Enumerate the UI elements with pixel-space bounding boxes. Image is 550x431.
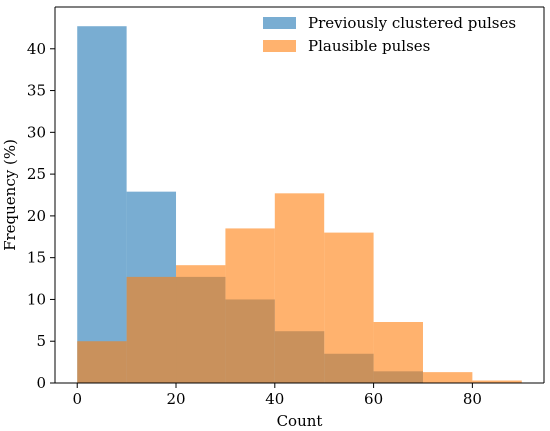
- x-tick-label-80: 80: [463, 390, 482, 408]
- y-axis-label: Frequency (%): [1, 139, 19, 251]
- x-tick-label-0: 0: [72, 390, 82, 408]
- bar-series2-bin-8: [422, 372, 473, 383]
- bar-series1-bin-1: [77, 26, 127, 384]
- y-tick-label-5: 5: [36, 332, 46, 350]
- x-axis-label: Count: [277, 412, 323, 430]
- y-tick-label-30: 30: [27, 123, 46, 141]
- y-tick-label-40: 40: [27, 40, 46, 58]
- bar-series2-bin-3: [176, 265, 226, 383]
- bar-series2-bin-2: [126, 276, 177, 383]
- y-tick-label-20: 20: [27, 207, 46, 225]
- legend-label-1: Previously clustered pulses: [308, 14, 516, 32]
- axes-layer: 0 20 40 60 80 0 5 10 15 20 25 30 35 40 Count Frequency …: [1, 6, 545, 430]
- bar-series2-bin-9: [472, 380, 522, 383]
- bar-series2-bin-4: [225, 228, 275, 383]
- bars-layer: [77, 26, 522, 384]
- y-tick-label-25: 25: [27, 165, 46, 183]
- legend-swatch-2: [263, 40, 296, 52]
- legend: Previously clustered pulses Plausible pul…: [263, 14, 516, 55]
- x-tick-label-40: 40: [265, 390, 284, 408]
- bar-series2-bin-5: [274, 193, 325, 383]
- y-tick-label-35: 35: [27, 82, 46, 100]
- y-tick-label-10: 10: [27, 290, 46, 308]
- y-tick-label-0: 0: [36, 374, 46, 392]
- x-tick-label-20: 20: [166, 390, 185, 408]
- bar-series2-bin-1: [77, 341, 127, 383]
- bar-series2-bin-6: [324, 232, 374, 383]
- legend-swatch-1: [263, 17, 296, 29]
- x-tick-label-60: 60: [364, 390, 383, 408]
- y-tick-label-15: 15: [27, 249, 46, 267]
- legend-label-2: Plausible pulses: [308, 37, 430, 55]
- bar-series2-bin-7: [373, 322, 423, 383]
